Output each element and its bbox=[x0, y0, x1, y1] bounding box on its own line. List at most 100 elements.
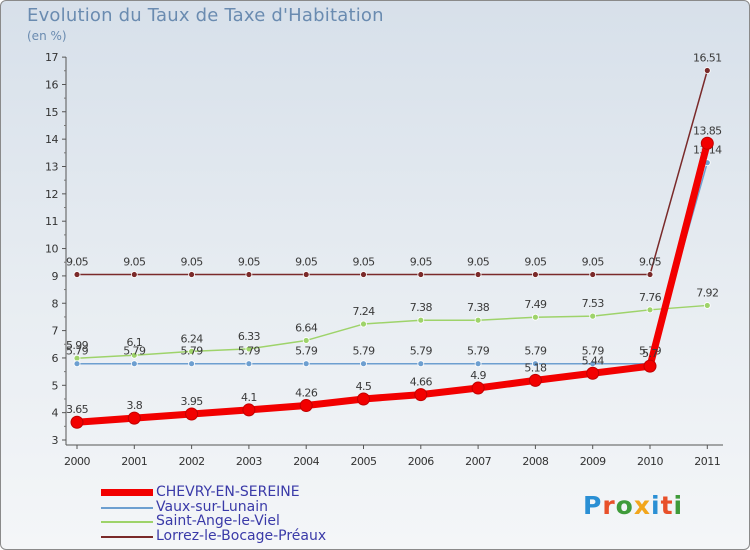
y-tick-label: 13 bbox=[45, 161, 58, 174]
legend-swatch bbox=[101, 521, 153, 523]
legend-label: Vaux-sur-Lunain bbox=[156, 498, 268, 515]
y-tick-label: 7 bbox=[52, 325, 59, 338]
data-point bbox=[130, 351, 138, 359]
data-label: 13.85 bbox=[693, 124, 722, 137]
logo-letter: t bbox=[660, 491, 674, 520]
legend-label: CHEVRY-EN-SEREINE bbox=[156, 484, 300, 500]
data-label: 9.05 bbox=[582, 256, 605, 269]
data-label: 9.05 bbox=[352, 256, 375, 269]
data-point bbox=[360, 320, 367, 328]
logo-letter: i bbox=[651, 491, 661, 520]
data-label: 5.79 bbox=[238, 345, 261, 358]
y-tick-label: 15 bbox=[45, 106, 58, 119]
y-tick-label: 3 bbox=[52, 434, 59, 447]
data-point bbox=[299, 399, 313, 413]
data-label: 5.79 bbox=[66, 345, 89, 358]
data-point bbox=[589, 312, 597, 320]
data-point bbox=[474, 316, 482, 324]
data-label: 6.1 bbox=[126, 336, 142, 349]
data-point bbox=[70, 415, 84, 429]
data-label: 7.49 bbox=[524, 298, 547, 311]
data-label: 5.99 bbox=[66, 339, 89, 352]
data-label: 16.51 bbox=[693, 52, 722, 65]
y-tick-label: 17 bbox=[45, 51, 58, 64]
logo-letter: x bbox=[633, 491, 651, 520]
data-label: 5.79 bbox=[410, 345, 433, 358]
legend-label: Lorrez-le-Bocage-Préaux bbox=[156, 527, 327, 544]
data-point bbox=[589, 360, 597, 368]
data-label: 5.79 bbox=[295, 345, 318, 358]
data-label: 9.05 bbox=[66, 256, 89, 269]
logo-letter: P bbox=[583, 491, 603, 520]
data-point bbox=[360, 360, 367, 368]
data-point bbox=[245, 271, 253, 278]
data-label: 7.76 bbox=[639, 291, 662, 304]
data-label: 5.79 bbox=[181, 345, 204, 358]
data-label: 3.8 bbox=[126, 399, 142, 412]
y-tick-label: 10 bbox=[45, 243, 58, 256]
data-label: 9.05 bbox=[295, 256, 318, 269]
data-label: 5.79 bbox=[352, 345, 375, 358]
data-label: 4.26 bbox=[295, 387, 318, 400]
data-label: 9.05 bbox=[639, 256, 662, 269]
data-label: 9.05 bbox=[524, 256, 547, 269]
data-point bbox=[245, 360, 253, 368]
data-point bbox=[357, 392, 370, 406]
series-line bbox=[76, 161, 709, 365]
chart-title: Evolution du Taux de Taxe d'Habitation bbox=[27, 5, 384, 26]
data-label: 7.38 bbox=[467, 301, 490, 314]
data-point bbox=[188, 347, 196, 355]
data-label: 9.05 bbox=[467, 256, 490, 269]
data-point bbox=[417, 360, 425, 368]
x-tick-label: 2008 bbox=[522, 455, 548, 468]
data-label: 7.24 bbox=[352, 305, 375, 318]
legend-swatch bbox=[101, 506, 153, 509]
data-point bbox=[188, 271, 196, 278]
data-point bbox=[302, 360, 310, 368]
data-label: 6.64 bbox=[295, 321, 318, 334]
data-label: 5.79 bbox=[524, 345, 547, 358]
legend-label: Saint-Ange-le-Viel bbox=[156, 513, 280, 529]
x-tick-label: 2007 bbox=[465, 455, 491, 468]
y-tick-label: 5 bbox=[52, 379, 59, 392]
data-label: 3.95 bbox=[181, 395, 204, 408]
data-point bbox=[474, 360, 482, 368]
data-label: 5.18 bbox=[524, 361, 547, 374]
data-label: 6.33 bbox=[238, 330, 261, 343]
data-label: 5.7 bbox=[642, 347, 658, 360]
data-point bbox=[474, 271, 482, 278]
data-point bbox=[643, 359, 657, 373]
data-point bbox=[532, 271, 539, 278]
y-tick-label: 12 bbox=[45, 188, 58, 201]
data-point bbox=[302, 271, 310, 278]
data-point bbox=[532, 313, 539, 321]
x-tick-label: 2001 bbox=[121, 455, 147, 468]
legend-swatch bbox=[101, 489, 153, 496]
data-point bbox=[646, 306, 654, 314]
data-label: 4.5 bbox=[356, 380, 372, 393]
data-label: 9.05 bbox=[181, 256, 204, 269]
x-tick-label: 2003 bbox=[236, 455, 262, 468]
data-label: 4.9 bbox=[470, 369, 486, 382]
x-tick-label: 2010 bbox=[637, 455, 663, 468]
data-point bbox=[73, 360, 81, 368]
data-point bbox=[414, 388, 428, 402]
y-tick-label: 6 bbox=[52, 352, 59, 365]
data-point bbox=[700, 136, 714, 150]
series-line bbox=[76, 69, 709, 276]
data-point bbox=[73, 271, 81, 278]
data-label: 6.24 bbox=[181, 332, 204, 345]
proxiti-logo: Proxiti bbox=[583, 491, 683, 520]
unit-label: (en %) bbox=[27, 29, 67, 43]
data-label: 5.44 bbox=[582, 354, 605, 367]
data-point bbox=[417, 271, 425, 278]
series-line bbox=[73, 139, 711, 426]
data-label: 9.05 bbox=[123, 256, 146, 269]
data-point bbox=[703, 67, 711, 74]
legend-swatch bbox=[101, 535, 153, 538]
data-point bbox=[130, 271, 138, 278]
data-point bbox=[471, 381, 485, 395]
data-label: 5.79 bbox=[467, 345, 490, 358]
y-tick-label: 14 bbox=[45, 133, 58, 146]
